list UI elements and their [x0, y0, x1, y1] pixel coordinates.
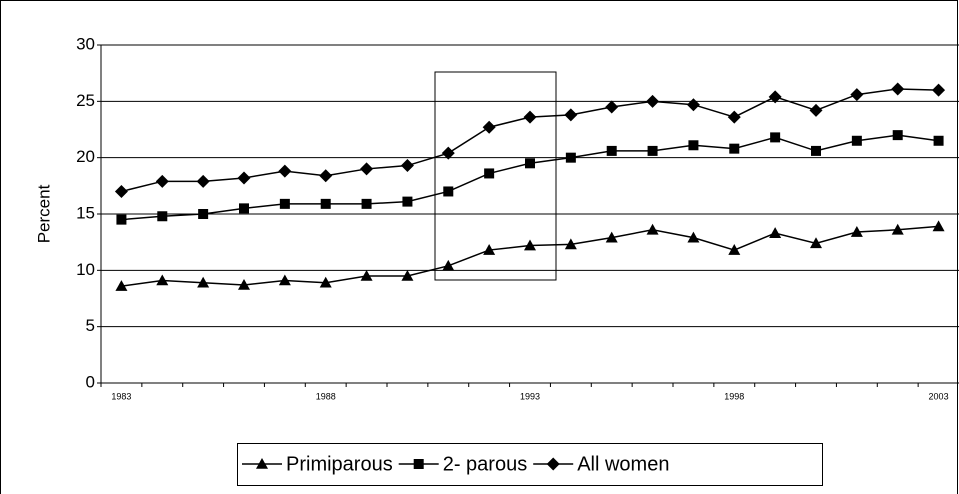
marker [687, 231, 700, 243]
marker [116, 214, 127, 225]
marker [237, 171, 251, 185]
y-tick-label: 20 [76, 147, 95, 166]
marker [564, 238, 577, 250]
marker [320, 198, 331, 209]
marker [646, 94, 660, 108]
y-tick-label: 30 [76, 34, 95, 53]
marker [238, 278, 250, 290]
marker [484, 168, 495, 179]
y-tick-label: 15 [76, 203, 95, 222]
marker [769, 227, 782, 238]
marker [402, 196, 413, 207]
marker [810, 237, 822, 249]
marker [728, 244, 741, 255]
marker [933, 135, 944, 146]
legend-label: Primiparous [286, 453, 393, 475]
marker [319, 276, 332, 288]
marker [278, 274, 291, 286]
marker [850, 88, 864, 102]
marker [443, 186, 454, 197]
marker [606, 145, 617, 156]
marker [115, 280, 128, 291]
marker [729, 143, 740, 154]
marker [441, 146, 455, 160]
marker [482, 120, 496, 134]
x-tick-label: 1988 [316, 391, 336, 401]
y-tick-label: 0 [86, 372, 95, 391]
marker [605, 100, 619, 114]
marker [811, 145, 821, 156]
marker [400, 159, 414, 173]
marker [196, 174, 210, 188]
legend-box [237, 443, 823, 486]
marker [546, 457, 560, 471]
marker [360, 269, 373, 281]
marker [768, 90, 782, 104]
marker [156, 274, 169, 286]
marker [442, 259, 455, 271]
marker [688, 140, 699, 151]
x-tick-label: 1983 [111, 391, 131, 401]
marker [932, 220, 945, 232]
marker [197, 276, 210, 288]
marker [198, 209, 209, 219]
highlight-box [434, 71, 557, 281]
x-tick-label: 1998 [724, 391, 744, 401]
marker [361, 198, 372, 209]
marker [605, 231, 618, 243]
marker [155, 174, 169, 188]
marker [278, 164, 292, 178]
marker [523, 110, 537, 124]
marker [647, 145, 658, 156]
marker [524, 239, 536, 251]
marker [114, 184, 128, 198]
marker [686, 98, 700, 112]
marker [809, 103, 823, 117]
y-tick-label: 25 [76, 91, 95, 110]
marker [851, 135, 862, 146]
x-tick-label: 1993 [520, 391, 540, 401]
y-tick-label: 10 [76, 260, 95, 279]
marker [850, 226, 863, 237]
marker [157, 211, 168, 222]
marker [564, 108, 578, 122]
marker [413, 459, 424, 469]
marker [525, 158, 535, 169]
marker [932, 83, 946, 97]
marker [770, 132, 781, 143]
marker [891, 223, 904, 235]
marker [565, 152, 576, 163]
marker [401, 269, 414, 281]
marker [256, 458, 268, 469]
series-line [121, 225, 939, 287]
y-tick-label: 5 [86, 316, 95, 335]
marker [279, 198, 290, 209]
marker [892, 130, 903, 141]
legend-label: 2- parous [443, 453, 528, 475]
marker [646, 223, 659, 235]
x-tick-label: 2003 [929, 391, 949, 401]
legend-label: All women [577, 453, 669, 475]
marker [239, 203, 249, 214]
marker [727, 110, 741, 124]
y-axis-label: Percent [34, 184, 53, 243]
marker [319, 169, 333, 183]
marker [360, 162, 374, 176]
marker [891, 82, 905, 96]
marker [483, 244, 496, 255]
